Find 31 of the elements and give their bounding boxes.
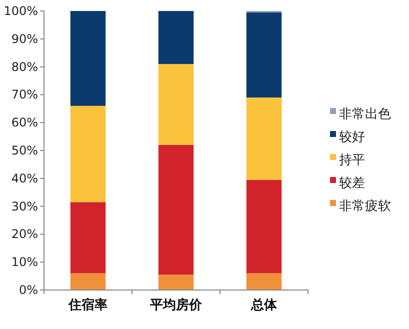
bar (70, 106, 106, 202)
x-tick-label: 住宿率 (68, 297, 108, 313)
bar (158, 144, 194, 275)
y-tick-label: 0% (18, 283, 38, 297)
x-tick-label: 平均房价 (149, 297, 203, 313)
y-tick-label: 20% (11, 227, 38, 242)
y-tick-label: 50% (11, 144, 38, 158)
y-tick-label: 80% (11, 60, 38, 74)
y-tick-label: 10% (11, 255, 38, 270)
bar (70, 273, 106, 290)
bar (246, 12, 282, 98)
bar (70, 202, 106, 274)
x-tick-label: 总体 (250, 297, 278, 313)
bar (158, 11, 194, 64)
legend-label: 持平 (339, 153, 365, 168)
y-tick-label: 60% (11, 116, 38, 130)
bar (158, 64, 194, 145)
y-tick-label: 90% (11, 32, 38, 46)
bar (70, 11, 106, 106)
bar (246, 97, 282, 180)
bar (246, 273, 282, 290)
legend-label: 非常疲软 (339, 199, 391, 214)
y-tick-label: 40% (11, 171, 38, 186)
y-tick-label: 100% (4, 4, 38, 18)
y-tick-label: 30% (11, 199, 38, 214)
bar (246, 180, 282, 274)
legend-label: 较好 (339, 130, 365, 145)
y-tick-label: 70% (11, 88, 38, 102)
legend-label: 较差 (339, 176, 365, 191)
legend-label: 非常出色 (339, 107, 391, 122)
bar (158, 274, 194, 290)
